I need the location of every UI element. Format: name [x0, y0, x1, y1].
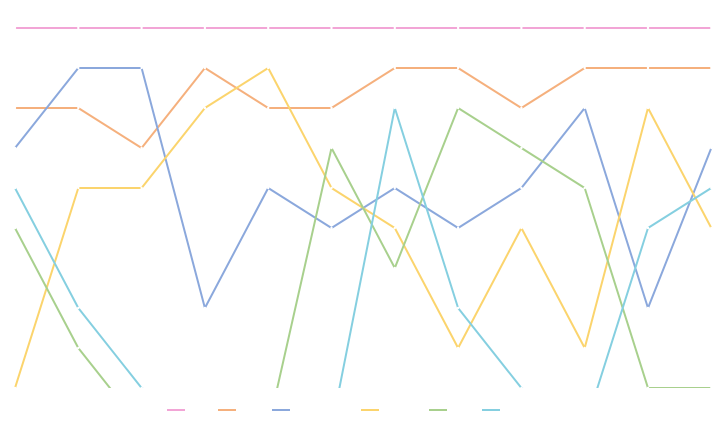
data-point	[646, 306, 650, 310]
data-point	[13, 226, 17, 230]
data-point	[267, 26, 270, 30]
data-point	[13, 26, 17, 30]
data-point	[393, 106, 396, 110]
data-point	[203, 306, 207, 310]
data-point	[140, 386, 143, 388]
data-point	[330, 186, 333, 190]
data-point	[456, 346, 460, 350]
data-point	[77, 66, 80, 70]
data-point	[520, 26, 523, 30]
series-6	[13, 106, 713, 388]
series-5	[13, 106, 713, 388]
series-2	[13, 66, 713, 150]
data-point	[520, 386, 523, 388]
data-point	[583, 106, 586, 110]
data-point	[456, 226, 460, 230]
data-point	[520, 186, 523, 190]
data-point	[583, 186, 586, 190]
data-point	[583, 26, 586, 30]
data-point	[393, 266, 396, 270]
data-point	[710, 26, 713, 30]
data-point	[140, 26, 143, 30]
data-point	[393, 26, 396, 30]
data-point	[456, 306, 460, 310]
data-point	[583, 346, 586, 350]
data-point	[140, 66, 143, 70]
data-point	[710, 66, 713, 70]
data-point	[140, 186, 143, 190]
data-point	[520, 226, 523, 230]
data-point	[13, 146, 17, 150]
series-line-4	[14, 67, 713, 388]
series-line-6	[14, 107, 712, 388]
series-4	[13, 66, 713, 388]
series-line-5	[14, 107, 712, 388]
data-point	[710, 226, 713, 230]
data-point	[267, 186, 270, 190]
data-point	[77, 306, 80, 310]
data-point	[330, 106, 333, 110]
data-point	[520, 106, 523, 110]
data-point	[393, 186, 396, 190]
data-point	[646, 226, 650, 230]
data-point	[203, 106, 207, 110]
data-point	[646, 386, 650, 388]
data-point	[646, 26, 650, 30]
data-point	[710, 146, 713, 150]
data-point	[456, 106, 460, 110]
data-point	[583, 66, 586, 70]
data-point	[330, 146, 333, 150]
data-point	[77, 26, 80, 30]
data-point	[267, 66, 270, 70]
data-point	[330, 26, 333, 30]
data-point	[267, 106, 270, 110]
data-point	[77, 346, 80, 350]
data-point	[710, 186, 713, 190]
data-point	[646, 106, 650, 110]
data-point	[77, 186, 80, 190]
data-point	[77, 106, 80, 110]
data-point	[393, 66, 396, 70]
data-point	[520, 146, 523, 150]
series-1	[13, 26, 713, 30]
data-point	[140, 146, 143, 150]
series-layer	[13, 26, 713, 388]
data-point	[456, 66, 460, 70]
data-point	[13, 386, 17, 388]
data-point	[13, 106, 17, 110]
data-point	[393, 226, 396, 230]
data-point	[203, 66, 207, 70]
data-point	[13, 186, 17, 190]
data-point	[456, 26, 460, 30]
data-point	[203, 26, 207, 30]
data-point	[710, 386, 713, 388]
series-line-2	[15, 67, 712, 149]
data-point	[330, 226, 333, 230]
data-point	[646, 66, 650, 70]
